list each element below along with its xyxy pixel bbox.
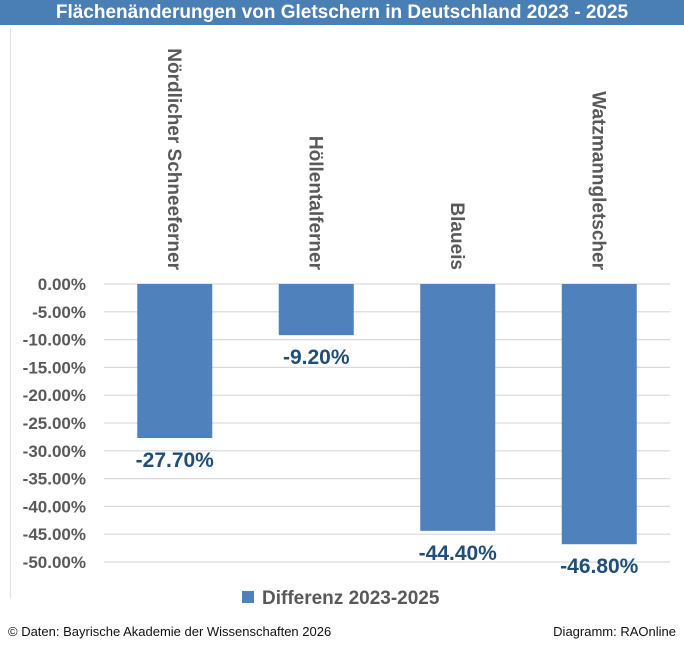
bar xyxy=(137,284,213,439)
y-tick-label: -10.00% xyxy=(23,331,86,350)
y-tick-label: -20.00% xyxy=(23,386,86,405)
y-tick-label: -40.00% xyxy=(23,497,86,516)
legend-label: Differenz 2023-2025 xyxy=(262,588,440,609)
y-tick-label: -30.00% xyxy=(23,442,86,461)
y-tick-label: -5.00% xyxy=(32,303,86,322)
left-border-line xyxy=(10,28,11,598)
category-label: Nördlicher Schneeferner xyxy=(163,48,184,270)
category-label: Watzmanngletscher xyxy=(587,91,608,270)
y-tick-label: -45.00% xyxy=(23,525,86,544)
y-tick-label: -15.00% xyxy=(23,358,86,377)
data-label: -44.40% xyxy=(419,542,498,565)
bar xyxy=(420,284,496,531)
data-label: -46.80% xyxy=(560,555,639,578)
source-credit: © Daten: Bayrische Akademie der Wissensc… xyxy=(8,624,332,639)
category-label: Höllentalferner xyxy=(304,136,325,271)
y-tick-label: -35.00% xyxy=(23,470,86,489)
y-tick-label: -50.00% xyxy=(23,553,86,572)
data-label: -27.70% xyxy=(136,449,215,472)
y-axis-ticks: 0.00% -5.00% -10.00% -15.00% -20.00% -25.00% -… xyxy=(23,275,86,572)
chart-title: Flächenänderungen von Gletschern in Deut… xyxy=(0,0,684,25)
y-tick-label: 0.00% xyxy=(38,275,86,294)
legend: Differenz 2023-2025 xyxy=(242,588,440,609)
legend-swatch xyxy=(242,591,254,603)
data-label: -9.20% xyxy=(283,346,350,369)
bar xyxy=(278,284,354,336)
diagram-credit: Diagramm: RAOnline xyxy=(553,624,676,639)
category-labels: Nördlicher Schneeferner Höllentalferner Bl… xyxy=(163,48,609,270)
data-labels: -27.70% -9.20% -44.40% -46.80% xyxy=(136,346,639,578)
y-tick-label: -25.00% xyxy=(23,414,86,433)
category-label: Blaueis xyxy=(446,202,467,270)
bar xyxy=(561,284,637,545)
bars xyxy=(137,284,637,545)
